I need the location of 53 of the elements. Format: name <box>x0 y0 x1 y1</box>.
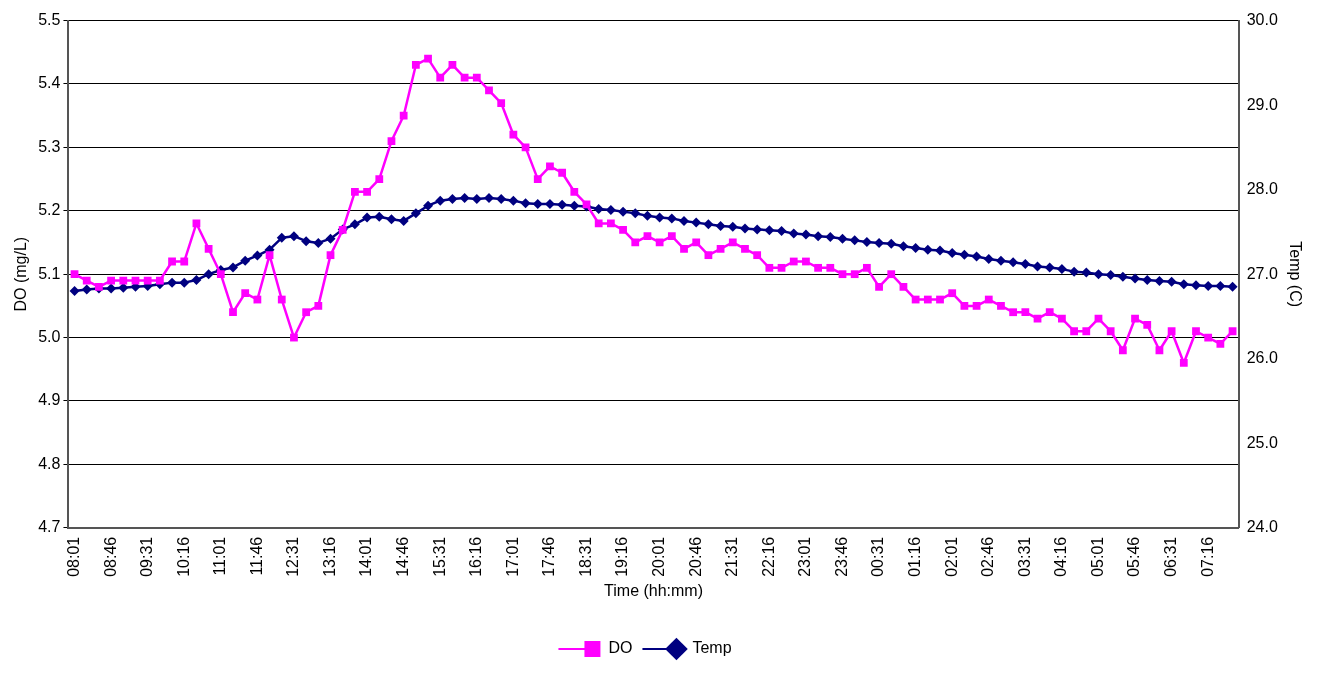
y2-tick-label: 26.0 <box>1246 349 1278 367</box>
x-tick-label: 13:16 <box>320 536 338 577</box>
y2-tick-label: 24.0 <box>1246 518 1278 536</box>
x-tick-label: 11:01 <box>211 536 229 576</box>
x-tick-label: 18:31 <box>576 536 594 577</box>
x-tick-label: 21:31 <box>723 536 741 577</box>
x-axis-title: Time (hh:mm) <box>604 581 704 599</box>
y-tick-label: 5.1 <box>38 264 61 282</box>
x-tick-label: 05:46 <box>1125 536 1143 577</box>
x-tick-label: 17:46 <box>540 536 558 577</box>
x-tick-label: 07:16 <box>1198 536 1216 577</box>
x-tick-label: 11:46 <box>247 536 265 576</box>
y-tick-label: 5.4 <box>38 74 61 92</box>
legend-label: Temp <box>692 639 732 657</box>
y-tick-label: 4.7 <box>38 518 61 536</box>
y-tick-label: 4.8 <box>38 454 61 472</box>
y-tick-label: 4.9 <box>38 391 61 409</box>
x-tick-label: 09:31 <box>138 536 156 577</box>
x-tick-label: 03:31 <box>1015 536 1033 577</box>
x-tick-label: 12:31 <box>284 536 302 577</box>
x-tick-label: 16:16 <box>467 536 485 577</box>
x-tick-label: 05:01 <box>1088 536 1106 577</box>
x-tick-label: 08:46 <box>101 536 119 577</box>
x-tick-label: 23:01 <box>796 536 814 577</box>
y-tick-label: 5.5 <box>38 11 61 29</box>
x-tick-label: 02:46 <box>979 536 997 577</box>
legend-label: DO <box>608 639 633 657</box>
x-tick-label: 20:46 <box>686 536 704 577</box>
y2-tick-label: 25.0 <box>1246 433 1278 451</box>
x-tick-label: 19:16 <box>613 536 631 577</box>
x-tick-label: 20:01 <box>650 536 668 577</box>
y-tick-label: 5.3 <box>38 137 61 155</box>
y-tick-label: 5.0 <box>38 327 61 345</box>
x-tick-label: 14:01 <box>357 536 375 577</box>
x-tick-label: 15:31 <box>430 536 448 577</box>
y2-tick-label: 27.0 <box>1246 264 1278 282</box>
y2-axis-title: Temp (C) <box>1286 241 1304 308</box>
y-axis-title: DO (mg/L) <box>12 236 30 312</box>
x-tick-label: 22:16 <box>759 536 777 577</box>
y2-tick-label: 28.0 <box>1246 180 1278 198</box>
y2-tick-label: 30.0 <box>1246 11 1278 29</box>
x-tick-label: 06:31 <box>1162 536 1180 577</box>
x-tick-label: 08:01 <box>64 536 82 577</box>
y2-tick-label: 29.0 <box>1246 95 1278 113</box>
x-tick-label: 10:16 <box>174 536 192 577</box>
x-tick-label: 01:16 <box>906 536 924 577</box>
x-tick-label: 17:01 <box>503 536 521 577</box>
x-tick-label: 00:31 <box>869 536 887 577</box>
x-tick-label: 04:16 <box>1052 536 1070 577</box>
x-tick-label: 23:46 <box>832 536 850 577</box>
y-tick-label: 5.2 <box>38 201 61 219</box>
x-tick-label: 02:01 <box>942 536 960 577</box>
x-tick-label: 14:46 <box>394 536 412 577</box>
